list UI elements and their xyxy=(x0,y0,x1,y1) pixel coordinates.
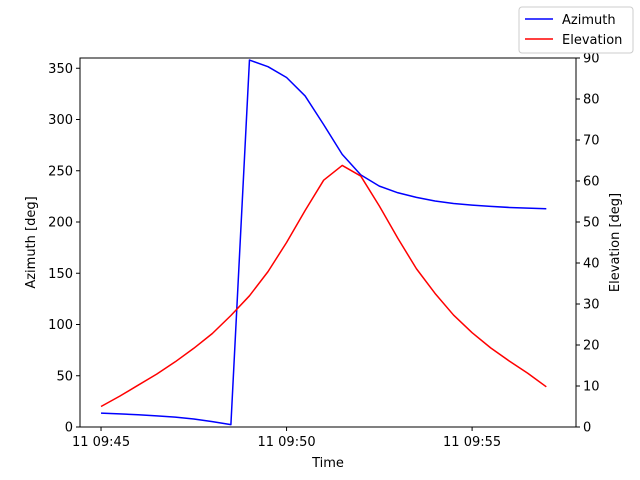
left-y-tick-label: 150 xyxy=(48,267,73,282)
legend-label-azimuth: Azimuth xyxy=(562,13,616,28)
left-axis: 0 50 100 150 200 250 300 350 xyxy=(48,62,80,436)
right-y-tick-label: 20 xyxy=(583,339,600,354)
right-y-tick-label: 0 xyxy=(583,421,591,436)
left-y-tick-label: 0 xyxy=(65,421,73,436)
right-y-tick-label: 30 xyxy=(583,298,600,313)
left-y-axis-label: Azimuth [deg] xyxy=(24,196,39,288)
legend-label-elevation: Elevation xyxy=(562,33,622,48)
series-line-azimuth xyxy=(101,59,547,426)
right-axis: 0 10 20 30 40 50 60 70 80 90 xyxy=(576,52,600,436)
right-y-tick-label: 40 xyxy=(583,257,600,272)
left-y-tick-label: 100 xyxy=(48,318,73,333)
x-tick-label: 11 09:55 xyxy=(443,435,501,450)
right-y-tick-label: 90 xyxy=(583,52,600,67)
left-y-tick-label: 300 xyxy=(48,113,73,128)
left-y-tick-label: 350 xyxy=(48,62,73,77)
x-axis-label: Time xyxy=(311,456,344,471)
right-y-tick-label: 10 xyxy=(583,380,600,395)
right-y-tick-label: 70 xyxy=(583,134,600,149)
x-tick-label: 11 09:45 xyxy=(72,435,130,450)
right-y-tick-label: 50 xyxy=(583,216,600,231)
series-layer xyxy=(100,59,547,426)
series-line-elevation xyxy=(100,164,547,408)
left-y-tick-label: 250 xyxy=(48,164,73,179)
x-tick-label: 11 09:50 xyxy=(257,435,315,450)
left-y-tick-label: 200 xyxy=(48,216,73,231)
bottom-axis: 11 09:45 11 09:50 11 09:55 xyxy=(72,427,501,450)
axes-frame xyxy=(79,57,577,428)
right-y-tick-label: 80 xyxy=(583,93,600,108)
right-y-tick-label: 60 xyxy=(583,175,600,190)
right-y-axis-label: Elevation [deg] xyxy=(608,193,623,292)
left-y-tick-label: 50 xyxy=(56,369,73,384)
legend: Azimuth Elevation xyxy=(518,6,634,54)
